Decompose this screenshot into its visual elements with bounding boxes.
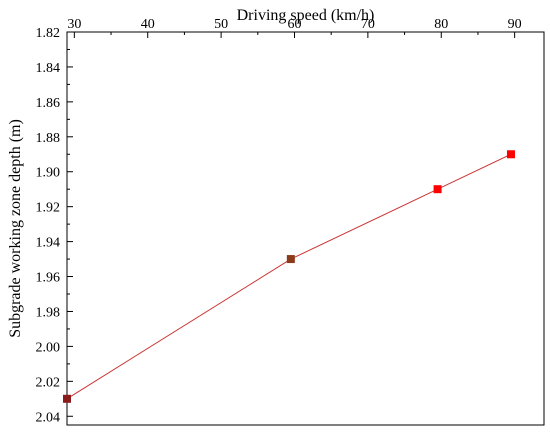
y-tick-label: 2.00	[36, 340, 61, 355]
series-line	[66, 153, 512, 400]
y-axis-title: Subgrade working zone depth (m)	[7, 119, 24, 338]
x-tick-label: 60	[287, 17, 301, 32]
x-tick-label: 50	[214, 17, 228, 32]
x-axis-title: Driving speed (km/h)	[237, 7, 375, 24]
x-tick-label: 90	[508, 17, 522, 32]
plot-frame	[66, 31, 545, 426]
series-layer	[63, 150, 515, 403]
y-tick-label: 2.02	[36, 375, 61, 390]
y-tick-label: 1.84	[36, 61, 61, 76]
y-tick-label: 1.90	[36, 166, 61, 181]
x-tick-label: 70	[361, 17, 375, 32]
y-tick-label: 1.94	[36, 236, 61, 251]
data-point	[433, 185, 442, 194]
data-point	[63, 394, 71, 403]
data-point	[286, 255, 295, 264]
y-tick-label: 1.82	[36, 26, 61, 41]
y-tick-label: 1.88	[36, 131, 61, 146]
x-tick-label: 80	[434, 17, 448, 32]
x-tick-label: 30	[67, 17, 81, 32]
y-tick-label: 1.86	[36, 96, 61, 111]
x-tick-label: 40	[141, 17, 155, 32]
data-point	[506, 150, 515, 159]
y-axis-ticks: 1.82 1.84 1.86 1.88 1.90 1.92 1.94 1.96 1.98 2.00…	[36, 26, 73, 425]
x-axis-ticks: 30 40 50 60 70 80 90	[67, 17, 522, 38]
plot-border	[66, 31, 545, 426]
y-tick-label: 1.98	[36, 305, 61, 320]
y-tick-label: 1.96	[36, 271, 61, 286]
y-tick-label: 2.04	[36, 410, 61, 425]
y-tick-label: 1.92	[36, 201, 61, 216]
